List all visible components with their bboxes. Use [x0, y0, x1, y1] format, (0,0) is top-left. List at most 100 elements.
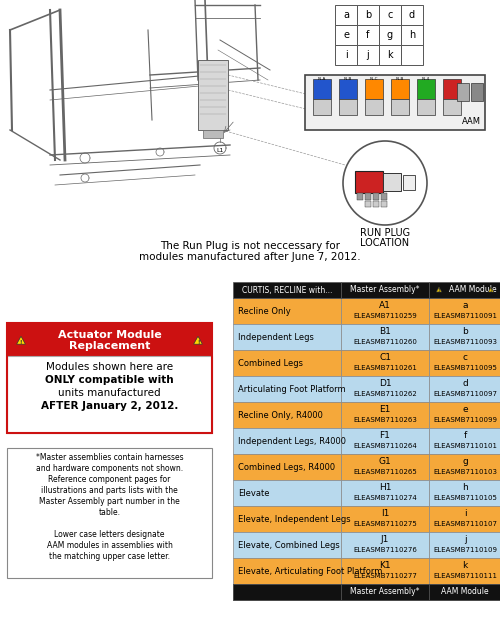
- Text: Modules shown here are: Modules shown here are: [46, 362, 173, 372]
- Bar: [403, 175, 415, 190]
- Bar: [341, 506, 429, 532]
- Text: and hardware components not shown.: and hardware components not shown.: [36, 464, 183, 473]
- Text: Lower case letters designate: Lower case letters designate: [54, 530, 165, 539]
- Bar: [335, 5, 357, 25]
- Text: ELEASMB7110097: ELEASMB7110097: [433, 391, 497, 397]
- Text: a: a: [462, 301, 468, 311]
- Text: !: !: [438, 288, 440, 293]
- Bar: [233, 376, 341, 402]
- Text: AFTER January 2, 2012.: AFTER January 2, 2012.: [41, 401, 178, 411]
- Bar: [341, 428, 429, 454]
- Bar: [383, 173, 401, 191]
- Bar: [7, 323, 212, 356]
- Text: k: k: [462, 561, 468, 570]
- Text: A1: A1: [379, 301, 391, 311]
- Text: i: i: [344, 50, 348, 60]
- Bar: [365, 79, 383, 99]
- Text: RUN PLUG: RUN PLUG: [360, 228, 410, 238]
- Text: IN-C: IN-C: [370, 77, 378, 81]
- Bar: [429, 480, 500, 506]
- Bar: [233, 454, 341, 480]
- Bar: [429, 402, 500, 428]
- Text: units manufactured: units manufactured: [58, 388, 161, 398]
- Text: E1: E1: [380, 406, 390, 415]
- Text: ELEASMB7110262: ELEASMB7110262: [353, 391, 417, 397]
- Text: f: f: [366, 30, 370, 40]
- Text: b: b: [462, 327, 468, 337]
- Bar: [341, 558, 429, 584]
- Text: ELEASMB7110260: ELEASMB7110260: [353, 339, 417, 345]
- Bar: [429, 298, 500, 324]
- Text: ELEASMB7110263: ELEASMB7110263: [353, 417, 417, 423]
- Text: Elevate, Combined Legs: Elevate, Combined Legs: [238, 541, 340, 549]
- Text: j: j: [464, 536, 466, 544]
- Text: AAM Module: AAM Module: [449, 285, 497, 294]
- Bar: [341, 376, 429, 402]
- Text: e: e: [343, 30, 349, 40]
- Text: Recline Only, R4000: Recline Only, R4000: [238, 410, 323, 420]
- Bar: [357, 45, 379, 65]
- Bar: [429, 282, 500, 298]
- Bar: [233, 324, 341, 350]
- Bar: [429, 428, 500, 454]
- Text: ELEASMB7110095: ELEASMB7110095: [433, 365, 497, 371]
- Text: h: h: [409, 30, 415, 40]
- Bar: [401, 25, 423, 45]
- Bar: [233, 532, 341, 558]
- Text: B1: B1: [379, 327, 391, 337]
- Text: Independent Legs, R4000: Independent Legs, R4000: [238, 437, 346, 446]
- Text: Independent Legs: Independent Legs: [238, 332, 314, 341]
- Polygon shape: [194, 336, 202, 344]
- Bar: [401, 5, 423, 25]
- Text: ONLY compatible with: ONLY compatible with: [45, 375, 174, 385]
- Bar: [429, 454, 500, 480]
- Bar: [429, 584, 500, 600]
- Polygon shape: [436, 287, 442, 292]
- Text: IN-B: IN-B: [344, 77, 352, 81]
- Text: !: !: [197, 340, 199, 345]
- Bar: [339, 79, 357, 99]
- Text: g: g: [387, 30, 393, 40]
- Bar: [429, 350, 500, 376]
- Bar: [341, 454, 429, 480]
- Text: ELEASMB7110276: ELEASMB7110276: [353, 547, 417, 553]
- Bar: [198, 60, 228, 130]
- Bar: [233, 402, 341, 428]
- Text: H1: H1: [379, 484, 391, 492]
- Bar: [341, 324, 429, 350]
- Bar: [381, 201, 387, 207]
- Text: ELEASMB7110101: ELEASMB7110101: [433, 443, 497, 449]
- Bar: [429, 558, 500, 584]
- Bar: [357, 5, 379, 25]
- Text: ELEASMB7110093: ELEASMB7110093: [433, 339, 497, 345]
- Bar: [233, 350, 341, 376]
- Circle shape: [343, 141, 427, 225]
- Bar: [233, 558, 341, 584]
- Bar: [429, 506, 500, 532]
- Text: AAM: AAM: [462, 117, 481, 126]
- Bar: [381, 193, 387, 200]
- Bar: [313, 79, 331, 99]
- Text: *Master assemblies contain harnesses: *Master assemblies contain harnesses: [36, 453, 184, 462]
- Text: Combined Legs, R4000: Combined Legs, R4000: [238, 463, 335, 472]
- Text: ELEASMB7110105: ELEASMB7110105: [433, 495, 497, 501]
- Bar: [7, 356, 212, 433]
- Text: IN-B: IN-B: [396, 77, 404, 81]
- Bar: [233, 506, 341, 532]
- Text: Replacement: Replacement: [69, 341, 150, 351]
- Bar: [391, 99, 409, 115]
- Bar: [365, 193, 371, 200]
- Bar: [471, 83, 483, 101]
- Bar: [341, 350, 429, 376]
- Bar: [341, 584, 429, 600]
- Text: LOCATION: LOCATION: [360, 238, 410, 248]
- Bar: [313, 99, 331, 115]
- Bar: [443, 79, 461, 99]
- Text: Elevate, Independent Legs: Elevate, Independent Legs: [238, 515, 350, 523]
- Text: AAM modules in assemblies with: AAM modules in assemblies with: [46, 541, 172, 550]
- Text: F1: F1: [380, 432, 390, 441]
- Text: Master Assembly*: Master Assembly*: [350, 587, 420, 596]
- Text: c: c: [462, 353, 468, 363]
- Text: ELEASMB7110091: ELEASMB7110091: [433, 313, 497, 319]
- Bar: [365, 201, 371, 207]
